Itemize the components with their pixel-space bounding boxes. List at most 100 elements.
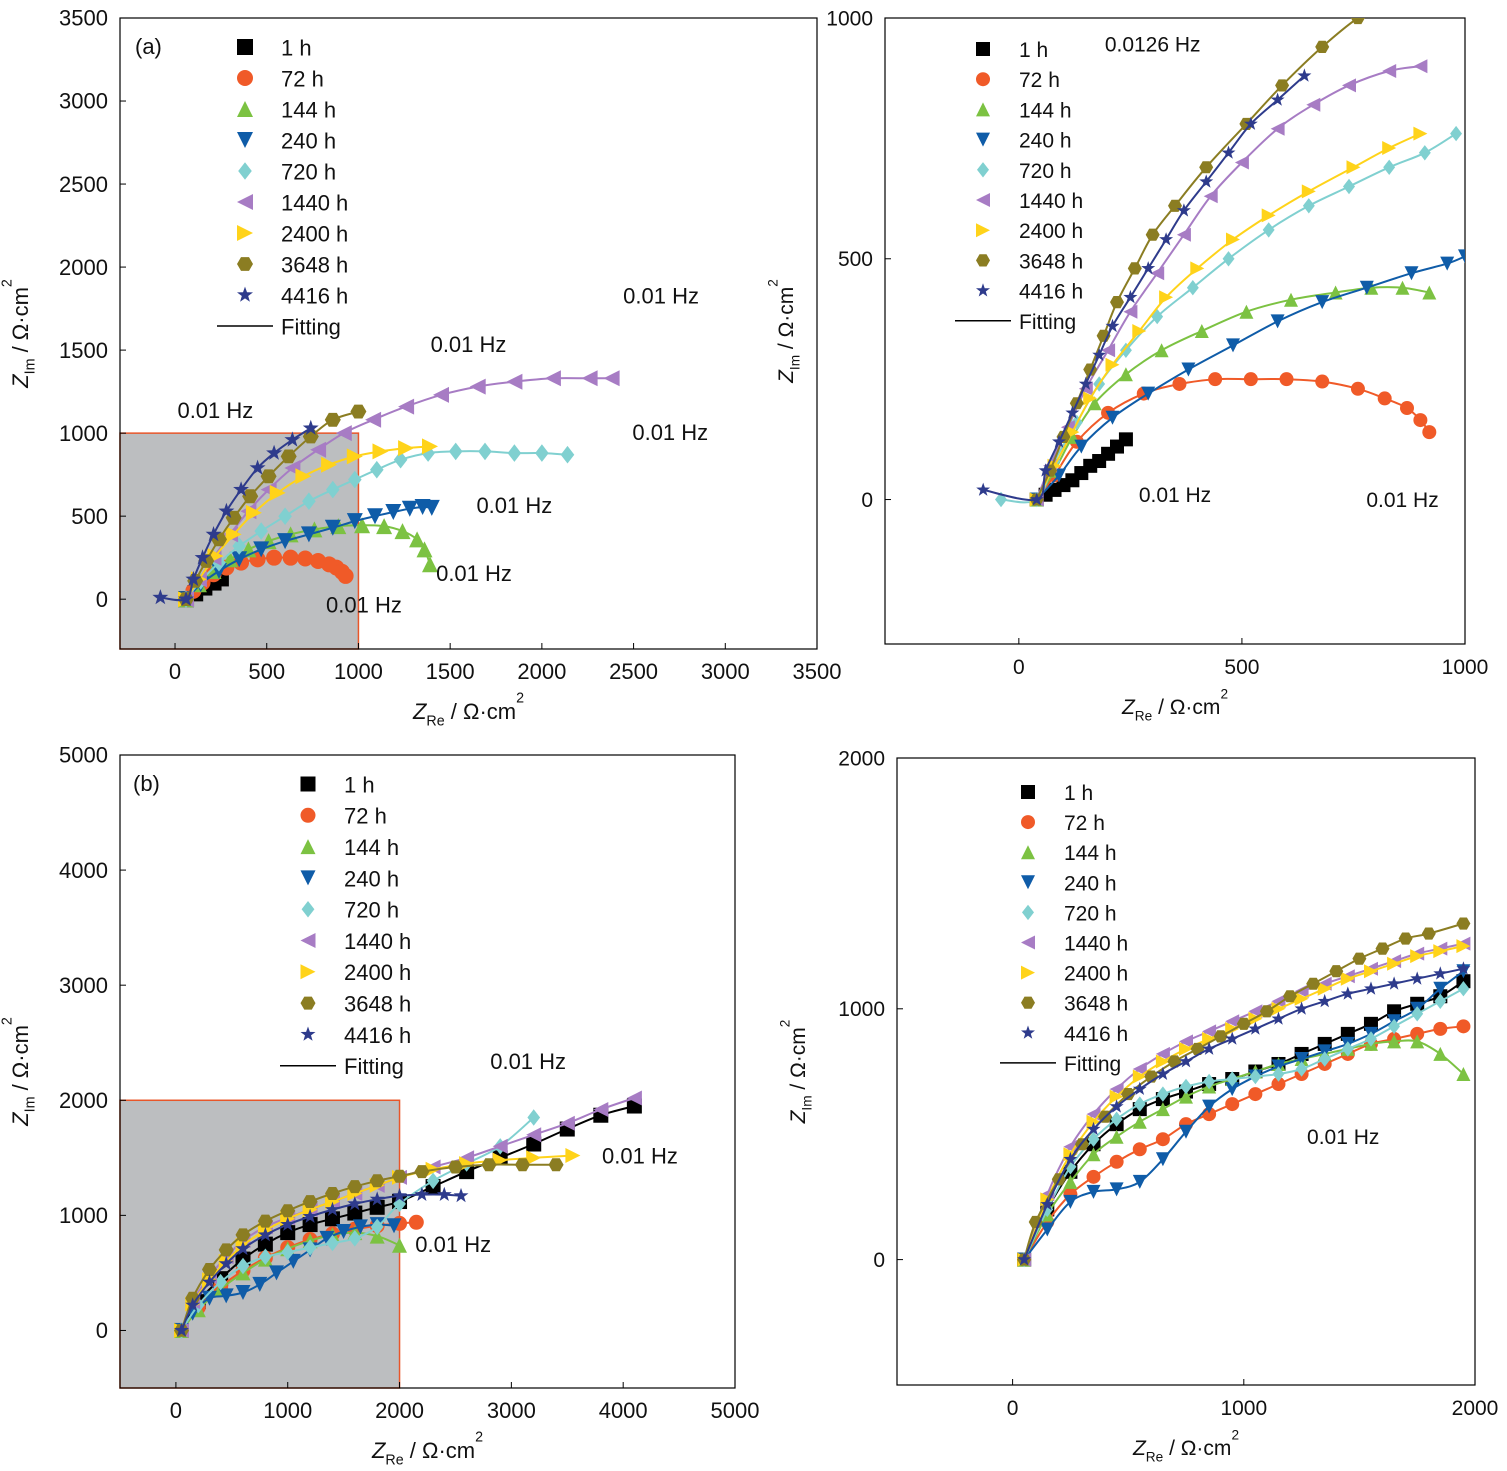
data-point-3648h <box>1127 262 1142 275</box>
data-point-720h <box>1222 251 1235 267</box>
data-point-144h <box>1433 1046 1448 1061</box>
data-point-144h <box>1109 1129 1124 1144</box>
data-point-720h <box>1203 1073 1216 1090</box>
data-point-720h <box>1411 1006 1424 1022</box>
x-tick-label: 500 <box>248 659 285 684</box>
data-point-4416h <box>1038 463 1053 477</box>
axis-title-part: / Ω·cm <box>404 1438 475 1463</box>
data-point-720h <box>1388 1018 1400 1035</box>
data-point-4416h <box>1065 405 1080 419</box>
data-point-1440h <box>1234 155 1249 170</box>
y-tick-label: 1000 <box>59 1203 108 1228</box>
data-point-720h <box>1318 1051 1331 1067</box>
x-tick-label: 2000 <box>1452 1397 1499 1420</box>
axis-title-part: Re <box>1146 1449 1163 1464</box>
data-point-720h <box>1450 125 1462 142</box>
data-point-3648h <box>1329 965 1344 978</box>
data-point-72h <box>1248 1087 1263 1102</box>
data-point-4416h <box>1105 318 1120 333</box>
legend-marker <box>976 102 990 117</box>
data-point-144h <box>394 523 411 540</box>
data-point-144h <box>392 1237 407 1253</box>
data-point-240h <box>1155 1152 1170 1167</box>
x-tick-label: 3000 <box>487 1398 536 1423</box>
data-point-2400h <box>1132 324 1147 338</box>
legend-label: 1 h <box>344 772 375 797</box>
plot-frame <box>119 17 818 650</box>
legend-label: 144 h <box>344 835 399 860</box>
data-point-2400h <box>422 438 438 455</box>
data-point-2400h <box>321 456 338 473</box>
legend-label: 3648 h <box>1064 993 1128 1016</box>
legend-marker <box>300 870 316 886</box>
axis-title-part: Im <box>23 1097 39 1113</box>
legend-marker <box>300 839 316 855</box>
legend-label: 144 h <box>1019 99 1072 122</box>
data-point-4416h <box>1456 961 1471 975</box>
x-axis-title: ZRe / Ω·cm2 <box>371 1430 483 1469</box>
legend-label: 1440 h <box>344 929 411 954</box>
data-point-3648h <box>1375 942 1390 955</box>
data-point-2400h <box>295 468 312 485</box>
data-point-144h <box>1422 285 1437 300</box>
data-point-4416h <box>1433 966 1448 980</box>
legend-label: 240 h <box>281 128 336 153</box>
axis-title-part: Z <box>775 369 798 384</box>
data-point-720h <box>281 1243 295 1261</box>
data-point-2400h <box>1226 232 1240 247</box>
x-tick-label: 2000 <box>375 1398 424 1423</box>
data-point-3648h <box>324 412 341 427</box>
data-point-240h <box>1179 1124 1193 1139</box>
data-point-2400h <box>1387 956 1402 971</box>
data-point-240h <box>1294 1052 1309 1066</box>
data-point-3648h <box>347 1180 363 1194</box>
y-tick-label: 5000 <box>59 743 108 768</box>
data-point-1440h <box>1150 266 1165 281</box>
y-axis-title: ZIm / Ω·cm2 <box>777 1020 814 1125</box>
data-point-4416h <box>1243 116 1258 130</box>
data-point-2400h <box>1086 1114 1101 1129</box>
axis-title-part: Z <box>371 1438 387 1463</box>
data-point-720h <box>1186 280 1199 296</box>
legend-marker <box>976 42 990 56</box>
data-point-240h <box>1074 439 1089 454</box>
data-point-3648h <box>1259 1005 1274 1018</box>
legend-marker <box>1021 1025 1035 1039</box>
data-point-720h <box>426 1172 440 1190</box>
data-point-72h <box>297 550 314 567</box>
legend-label: 1 h <box>281 35 312 60</box>
data-point-4416h <box>369 1191 385 1206</box>
legend-marker <box>300 776 316 792</box>
data-point-720h <box>393 450 408 469</box>
legend-marker <box>300 1026 316 1041</box>
data-point-720h <box>259 1248 272 1265</box>
legend-marker <box>976 132 990 147</box>
data-point-1h <box>347 1205 363 1221</box>
data-point-1440h <box>492 1138 508 1154</box>
data-point-4416h <box>280 1216 296 1231</box>
data-point-3648h <box>548 1158 564 1172</box>
data-point-2400h <box>1340 971 1355 986</box>
axis-title-part: / Ω·cm <box>775 287 798 355</box>
frequency-annotation: 0.01 Hz <box>431 332 507 357</box>
chart-panel-1: 0 500 1000 1500 2000 2500 3000 3500 0 500 1000 1500… <box>0 6 841 730</box>
legend: 1 h 72 h 144 h 240 h 720 h 1440 h 2400 h 3648 h… <box>280 772 411 1079</box>
legend-label: 3648 h <box>344 991 411 1016</box>
legend-label: 144 h <box>1064 842 1117 865</box>
legend-marker <box>1021 875 1035 890</box>
data-point-1440h <box>1101 343 1116 358</box>
data-point-2400h <box>269 484 286 501</box>
plot-frame <box>884 17 1466 645</box>
legend-label: 72 h <box>1019 69 1060 92</box>
data-point-240h <box>252 1276 268 1292</box>
data-point-1440h <box>365 411 382 428</box>
x-tick-label: 2500 <box>609 659 658 684</box>
y-tick-label: 1000 <box>59 421 108 446</box>
data-point-240h <box>1040 1222 1055 1237</box>
data-point-2400h <box>526 1150 542 1166</box>
data-point-240h <box>367 508 383 525</box>
data-point-720h <box>236 1257 250 1275</box>
data-point-1440h <box>1123 304 1138 319</box>
data-point-4416h <box>302 419 319 435</box>
